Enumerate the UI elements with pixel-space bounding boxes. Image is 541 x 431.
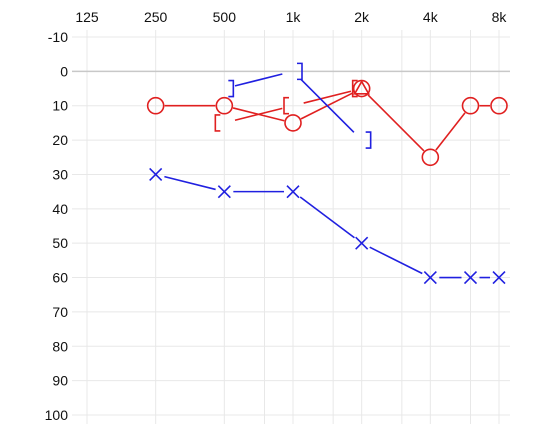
y-tick-label: 10: [52, 98, 68, 114]
x-tick-label: 500: [213, 9, 237, 25]
y-tick-label: 0: [60, 63, 68, 79]
x-tick-label: 4k: [423, 9, 439, 25]
data-point-x: [217, 185, 231, 199]
data-point-bracket-right: [228, 79, 235, 98]
series-line-right-bone: [234, 107, 283, 122]
data-point-x: [463, 270, 478, 285]
data-point-circle: [284, 114, 302, 132]
x-tick-label: 1k: [286, 9, 302, 25]
data-point-x: [286, 185, 300, 199]
data-point-bracket-left: [283, 96, 289, 115]
x-tick-label: 250: [144, 9, 168, 25]
x-tick-label: 125: [75, 9, 99, 25]
data-point-circle: [421, 148, 440, 167]
series-line-right-air: [435, 112, 466, 151]
data-point-bracket-right: [297, 62, 303, 81]
series-line-right-bone: [303, 90, 352, 104]
data-point-circle: [461, 96, 480, 115]
data-point-bracket-right: [365, 131, 372, 149]
x-tick-label: 8k: [492, 9, 508, 25]
data-point-circle: [215, 96, 234, 115]
x-tick-label: 2k: [354, 9, 370, 25]
grid: [72, 30, 510, 424]
series-line-left-air: [164, 175, 216, 191]
series-line-right-air: [367, 94, 425, 152]
y-tick-label: 20: [52, 132, 68, 148]
y-tick-label: 70: [52, 304, 68, 320]
series: [146, 62, 508, 285]
series-line-left-air: [369, 246, 423, 275]
y-tick-label: 100: [45, 407, 69, 423]
data-point-bracket-left: [214, 114, 221, 132]
series-line-left-bone: [234, 73, 283, 87]
data-point-x: [355, 236, 369, 250]
y-tick-label: 90: [52, 373, 68, 389]
data-point-triangle: [353, 79, 371, 95]
series-line-left-bone: [300, 78, 355, 133]
y-tick-label: 60: [52, 270, 68, 286]
y-tick-label: -10: [48, 29, 68, 45]
data-point-x: [492, 270, 506, 285]
y-tick-label: 30: [52, 166, 68, 182]
data-point-bracket-left: [351, 79, 358, 98]
series-line-left-air: [299, 196, 355, 239]
data-point-circle: [490, 96, 508, 115]
data-point-x: [149, 167, 163, 182]
data-point-circle: [146, 96, 165, 115]
data-point-x: [423, 270, 437, 285]
y-tick-label: 50: [52, 235, 68, 251]
y-tick-label: 40: [52, 201, 68, 217]
y-tick-label: 80: [52, 338, 68, 354]
axes: 125 250 500 1k 2k 4k 8k -10 0 10 20 30 40 50 60 70 80 90 1…: [45, 9, 508, 423]
